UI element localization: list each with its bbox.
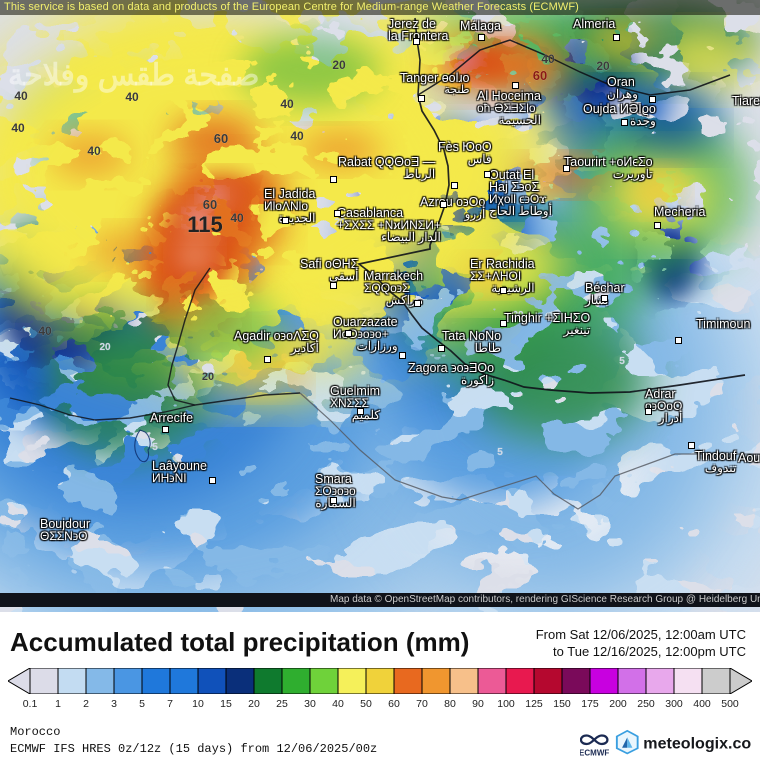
svg-text:25: 25	[276, 698, 288, 710]
svg-text:5: 5	[497, 447, 503, 458]
svg-text:20: 20	[99, 342, 111, 353]
svg-text:3: 3	[111, 698, 117, 710]
svg-text:7: 7	[167, 698, 173, 710]
svg-text:20: 20	[202, 371, 214, 383]
svg-text:40: 40	[11, 121, 25, 135]
svg-text:40: 40	[87, 144, 101, 158]
svg-text:175: 175	[581, 698, 599, 710]
svg-text:20: 20	[596, 59, 610, 73]
svg-text:10: 10	[192, 698, 204, 710]
svg-text:15: 15	[220, 698, 232, 710]
svg-text:200: 200	[609, 698, 627, 710]
svg-text:40: 40	[230, 211, 244, 225]
svg-text:40: 40	[290, 129, 304, 143]
svg-text:40: 40	[332, 698, 344, 710]
svg-text:40: 40	[280, 97, 294, 111]
svg-text:40: 40	[541, 52, 555, 66]
svg-text:40: 40	[38, 324, 52, 338]
svg-text:150: 150	[553, 698, 571, 710]
svg-text:60: 60	[203, 197, 217, 212]
svg-text:meteologix.com: meteologix.com	[643, 735, 752, 753]
svg-text:80: 80	[444, 698, 456, 710]
svg-text:90: 90	[472, 698, 484, 710]
svg-text:30: 30	[304, 698, 316, 710]
svg-text:100: 100	[497, 698, 515, 710]
svg-text:ECMWF: ECMWF	[580, 748, 609, 757]
svg-text:125: 125	[525, 698, 543, 710]
svg-text:2: 2	[83, 698, 89, 710]
svg-text:5: 5	[139, 698, 145, 710]
svg-text:1: 1	[55, 698, 61, 710]
svg-text:60: 60	[533, 68, 547, 83]
svg-text:115: 115	[187, 212, 223, 237]
svg-text:50: 50	[360, 698, 372, 710]
svg-text:60: 60	[388, 698, 400, 710]
svg-text:70: 70	[416, 698, 428, 710]
svg-text:60: 60	[214, 131, 228, 146]
svg-text:20: 20	[248, 698, 260, 710]
svg-text:0.1: 0.1	[23, 698, 38, 710]
svg-text:250: 250	[637, 698, 655, 710]
svg-text:500: 500	[721, 698, 739, 710]
svg-text:400: 400	[693, 698, 711, 710]
svg-text:20: 20	[332, 58, 346, 72]
svg-text:5: 5	[619, 356, 625, 367]
svg-text:5: 5	[152, 442, 158, 453]
svg-text:300: 300	[665, 698, 683, 710]
